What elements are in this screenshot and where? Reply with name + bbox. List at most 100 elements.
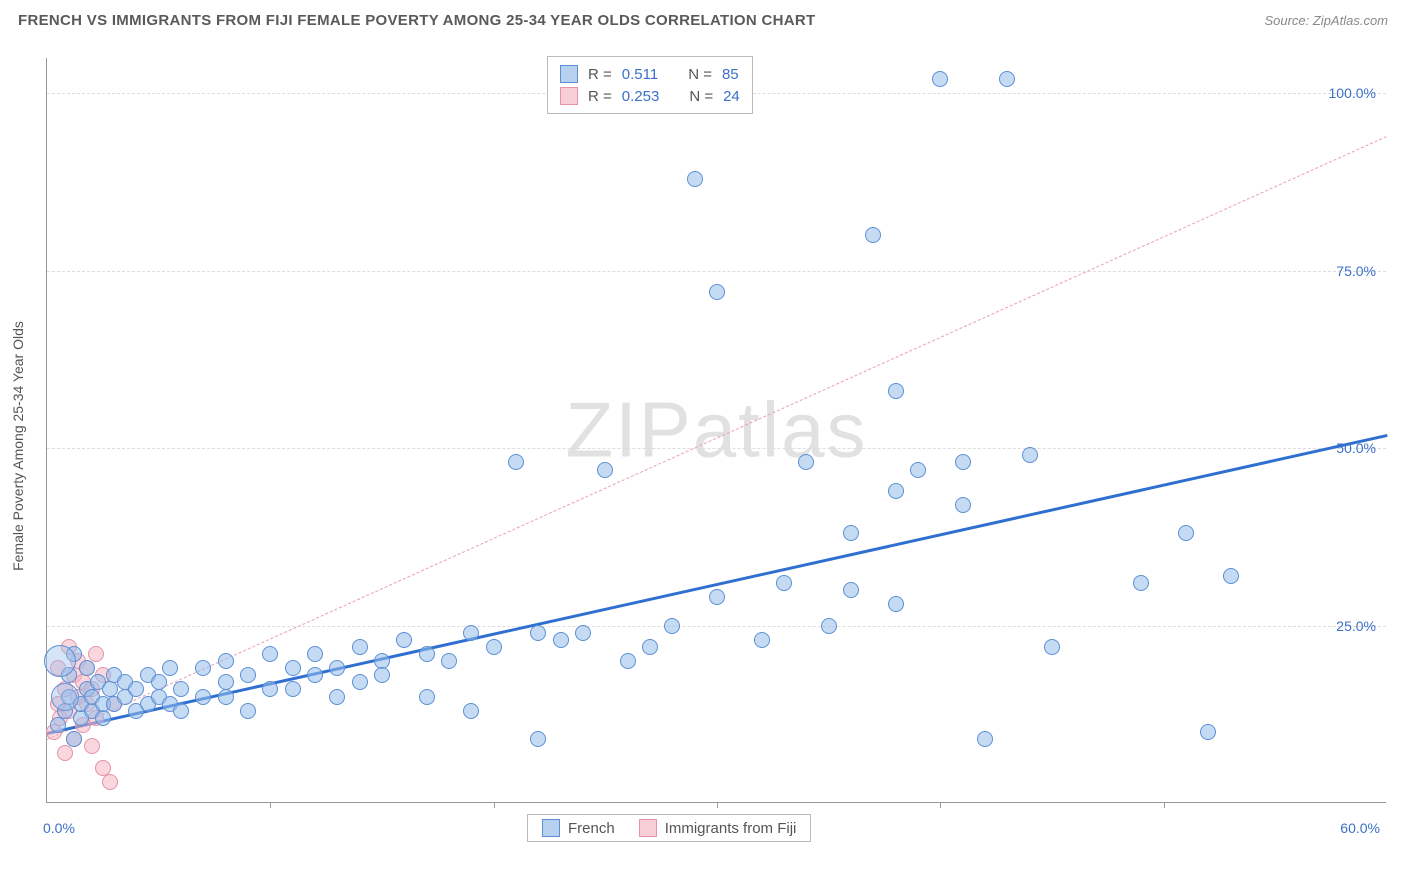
data-point-french bbox=[195, 689, 211, 705]
data-point-french bbox=[530, 625, 546, 641]
data-point-french bbox=[709, 284, 725, 300]
y-tick-label: 75.0% bbox=[1336, 263, 1376, 279]
data-point-french bbox=[620, 653, 636, 669]
data-point-french bbox=[910, 462, 926, 478]
stats-row: R = 0.511 N = 85 bbox=[560, 63, 740, 85]
data-point-french bbox=[419, 689, 435, 705]
data-point-french bbox=[307, 667, 323, 683]
stats-row: R =0.253N =24 bbox=[560, 85, 740, 107]
data-point-french bbox=[664, 618, 680, 634]
trend-line-french bbox=[47, 434, 1388, 735]
data-point-french bbox=[128, 681, 144, 697]
data-point-french bbox=[955, 497, 971, 513]
data-point-french bbox=[1223, 568, 1239, 584]
legend: French Immigrants from Fiji bbox=[527, 814, 811, 842]
legend-item: French bbox=[542, 819, 615, 837]
data-point-french bbox=[463, 625, 479, 641]
x-tick bbox=[270, 802, 271, 808]
data-point-french bbox=[508, 454, 524, 470]
data-point-french bbox=[1022, 447, 1038, 463]
data-point-french bbox=[262, 681, 278, 697]
data-point-french bbox=[821, 618, 837, 634]
data-point-french bbox=[486, 639, 502, 655]
data-point-french bbox=[955, 454, 971, 470]
data-point-french bbox=[687, 171, 703, 187]
x-tick-label-max: 60.0% bbox=[1340, 820, 1380, 836]
data-point-french bbox=[329, 660, 345, 676]
data-point-french bbox=[162, 660, 178, 676]
data-point-french bbox=[888, 483, 904, 499]
scatter-chart: ZIPatlas 25.0%50.0%75.0%100.0%0.0%60.0%R… bbox=[46, 58, 1386, 803]
x-tick bbox=[940, 802, 941, 808]
data-point-french bbox=[798, 454, 814, 470]
legend-label: French bbox=[568, 820, 615, 837]
data-point-french bbox=[285, 681, 301, 697]
data-point-french bbox=[597, 462, 613, 478]
n-value: 85 bbox=[722, 66, 739, 83]
data-point-french bbox=[285, 660, 301, 676]
data-point-french bbox=[352, 639, 368, 655]
data-point-french bbox=[396, 632, 412, 648]
data-point-french bbox=[195, 660, 211, 676]
gridline bbox=[47, 448, 1386, 449]
x-tick bbox=[1164, 802, 1165, 808]
swatch-icon bbox=[639, 819, 657, 837]
data-point-fiji bbox=[57, 745, 73, 761]
data-point-french bbox=[374, 667, 390, 683]
r-label: R = bbox=[588, 66, 612, 83]
data-point-french bbox=[307, 646, 323, 662]
x-tick bbox=[494, 802, 495, 808]
data-point-french bbox=[240, 667, 256, 683]
data-point-french bbox=[888, 383, 904, 399]
data-point-french bbox=[1044, 639, 1060, 655]
data-point-french bbox=[329, 689, 345, 705]
legend-item: Immigrants from Fiji bbox=[639, 819, 797, 837]
y-axis-label: Female Poverty Among 25-34 Year Olds bbox=[10, 321, 26, 571]
chart-title: FRENCH VS IMMIGRANTS FROM FIJI FEMALE PO… bbox=[18, 12, 816, 29]
data-point-french bbox=[173, 703, 189, 719]
swatch-icon bbox=[560, 65, 578, 83]
data-point-french bbox=[642, 639, 658, 655]
n-label: N = bbox=[689, 88, 713, 105]
trend-line-fiji bbox=[47, 136, 1387, 740]
gridline bbox=[47, 626, 1386, 627]
data-point-french bbox=[530, 731, 546, 747]
data-point-french bbox=[240, 703, 256, 719]
data-point-french bbox=[218, 689, 234, 705]
data-point-french bbox=[999, 71, 1015, 87]
source-label: Source: ZipAtlas.com bbox=[1264, 13, 1388, 28]
data-point-french bbox=[709, 589, 725, 605]
data-point-french bbox=[1200, 724, 1216, 740]
data-point-french bbox=[95, 710, 111, 726]
stats-box: R = 0.511 N = 85R = 0.253 N = 24 bbox=[547, 56, 753, 114]
x-tick bbox=[717, 802, 718, 808]
data-point-french bbox=[843, 525, 859, 541]
n-value: 24 bbox=[723, 88, 740, 105]
data-point-french bbox=[50, 717, 66, 733]
y-tick-label: 25.0% bbox=[1336, 618, 1376, 634]
data-point-french bbox=[1133, 575, 1149, 591]
data-point-french bbox=[754, 632, 770, 648]
legend-label: Immigrants from Fiji bbox=[665, 820, 797, 837]
data-point-french bbox=[262, 646, 278, 662]
y-tick-label: 100.0% bbox=[1329, 85, 1376, 101]
data-point-french bbox=[79, 660, 95, 676]
data-point-french bbox=[977, 731, 993, 747]
data-point-french bbox=[66, 731, 82, 747]
data-point-french bbox=[888, 596, 904, 612]
r-value: 0.253 bbox=[622, 88, 660, 105]
data-point-french bbox=[352, 674, 368, 690]
data-point-french bbox=[843, 582, 859, 598]
data-point-french bbox=[575, 625, 591, 641]
data-point-large bbox=[44, 645, 76, 677]
data-point-french bbox=[173, 681, 189, 697]
data-point-fiji bbox=[88, 646, 104, 662]
n-label: N = bbox=[688, 66, 712, 83]
data-point-french bbox=[218, 653, 234, 669]
watermark: ZIPatlas bbox=[565, 385, 867, 476]
r-value: 0.511 bbox=[622, 66, 658, 83]
swatch-icon bbox=[542, 819, 560, 837]
gridline bbox=[47, 271, 1386, 272]
data-point-fiji bbox=[84, 738, 100, 754]
data-point-french bbox=[419, 646, 435, 662]
